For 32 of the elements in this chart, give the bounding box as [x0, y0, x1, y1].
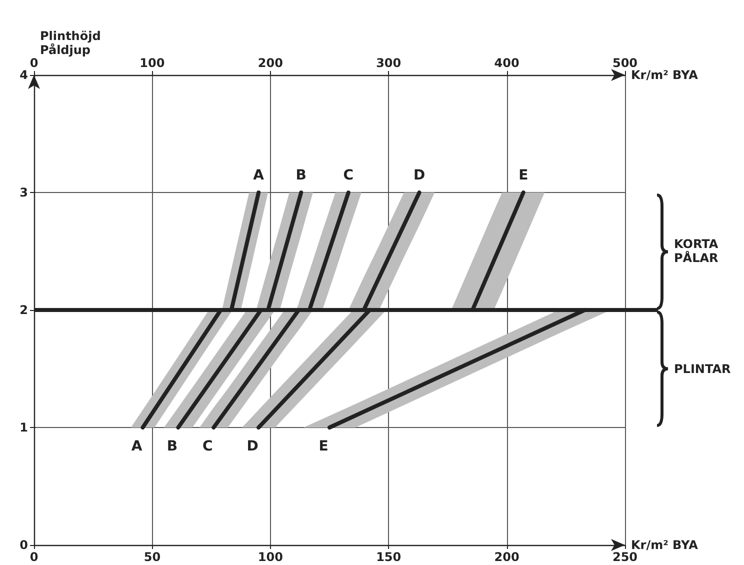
x2-tick-label: 300 [376, 56, 402, 70]
text: KORTA PÅLAR [674, 237, 720, 266]
x2-tick-label: 500 [612, 56, 638, 70]
x2-tick-label: 100 [140, 56, 165, 70]
series-label: D [414, 168, 426, 184]
y-axis-title: Plinthöjd Påldjup [40, 29, 101, 58]
x2-tick-label: 400 [494, 56, 520, 70]
series-label: B [166, 438, 178, 454]
y-tick-label: 2 [20, 303, 28, 317]
series-label: C [343, 168, 354, 184]
series-label: A [253, 168, 264, 184]
x-tick-label: 0 [30, 550, 38, 564]
x-axis-title: Kr/m² BYA [631, 538, 699, 552]
y-tick-label: 3 [20, 186, 28, 200]
x-tick-label: 150 [376, 550, 402, 564]
x-tick-label: 200 [494, 550, 520, 564]
x2-tick-label: 200 [258, 56, 283, 70]
text: PLINTAR [674, 362, 732, 376]
y-tick-label: 1 [20, 420, 28, 434]
series-label: E [518, 168, 528, 184]
series-label: C [202, 438, 213, 454]
series-label: B [296, 168, 306, 184]
x2-axis-title: Kr/m² BYA [631, 68, 699, 82]
x-tick-label: 100 [258, 550, 283, 564]
y-tick-label: 4 [20, 68, 28, 82]
series-label: A [131, 438, 142, 454]
series-label: D [246, 438, 258, 454]
x-tick-label: 250 [612, 550, 638, 564]
x-tick-label: 50 [144, 550, 161, 564]
y-tick-label: 0 [20, 538, 28, 552]
x2-tick-label: 0 [30, 56, 38, 70]
series-label: E [318, 438, 328, 454]
